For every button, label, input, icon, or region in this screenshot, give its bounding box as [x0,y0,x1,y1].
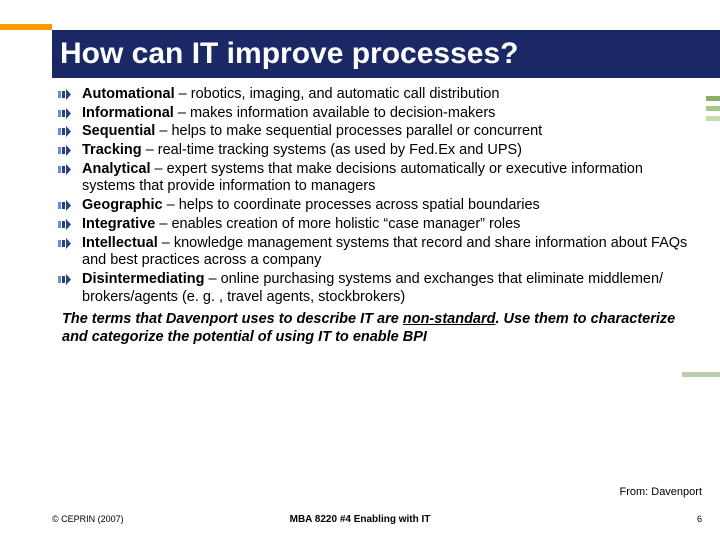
bullet-description: – helps to make sequential processes par… [155,123,542,139]
list-item: Geographic – helps to coordinate process… [58,197,696,215]
title-bar: How can IT improve processes? [52,30,720,78]
bullet-description: – expert systems that make decisions aut… [82,161,643,195]
note-underline: non-standard [403,311,496,327]
list-item: Analytical – expert systems that make de… [58,161,696,196]
bullet-term: Informational [82,105,174,121]
bullet-description: – makes information available to decisio… [174,105,496,121]
side-stripe-3 [706,116,720,121]
content-area: Automational – robotics, imaging, and au… [58,86,696,347]
list-item: Intellectual – knowledge management syst… [58,235,696,270]
bullet-description: – helps to coordinate processes across s… [163,197,540,213]
bullet-description: – robotics, imaging, and automatic call … [175,86,500,102]
bullet-list: Automational – robotics, imaging, and au… [58,86,696,306]
top-accent-bar [0,24,52,30]
bullet-term: Sequential [82,123,155,139]
side-stripe-1 [706,96,720,101]
bullet-term: Analytical [82,161,151,177]
side-stripe-2 [706,106,720,111]
arrow-bullet-icon [58,107,71,120]
bullet-description: – knowledge management systems that reco… [82,235,687,269]
arrow-bullet-icon [58,144,71,157]
list-item: Automational – robotics, imaging, and au… [58,86,696,104]
source-citation: From: Davenport [619,486,702,498]
bullet-term: Integrative [82,216,155,232]
bullet-term: Tracking [82,142,142,158]
list-item: Integrative – enables creation of more h… [58,216,696,234]
arrow-bullet-icon [58,163,71,176]
footer: © CEPRIN (2007) MBA 8220 #4 Enabling wit… [0,514,720,530]
bullet-description: – enables creation of more holistic “cas… [155,216,520,232]
footer-page-number: 6 [697,514,702,524]
note-pre: The terms that Davenport uses to describ… [62,311,403,327]
bullet-term: Geographic [82,197,163,213]
list-item: Informational – makes information availa… [58,105,696,123]
bullet-term: Disintermediating [82,271,204,287]
list-item: Disintermediating – online purchasing sy… [58,271,696,306]
bullet-description: – real-time tracking systems (as used by… [142,142,522,158]
arrow-bullet-icon [58,88,71,101]
slide-title: How can IT improve processes? [60,37,518,71]
arrow-bullet-icon [58,218,71,231]
footer-course: MBA 8220 #4 Enabling with IT [0,514,720,525]
list-item: Tracking – real-time tracking systems (a… [58,142,696,160]
arrow-bullet-icon [58,125,71,138]
bullet-term: Intellectual [82,235,158,251]
footnote-text: The terms that Davenport uses to describ… [58,310,696,346]
list-item: Sequential – helps to make sequential pr… [58,123,696,141]
arrow-bullet-icon [58,273,71,286]
side-bottom-stripe [682,372,720,377]
arrow-bullet-icon [58,237,71,250]
bullet-term: Automational [82,86,175,102]
side-accent-stripes [706,96,720,126]
arrow-bullet-icon [58,199,71,212]
